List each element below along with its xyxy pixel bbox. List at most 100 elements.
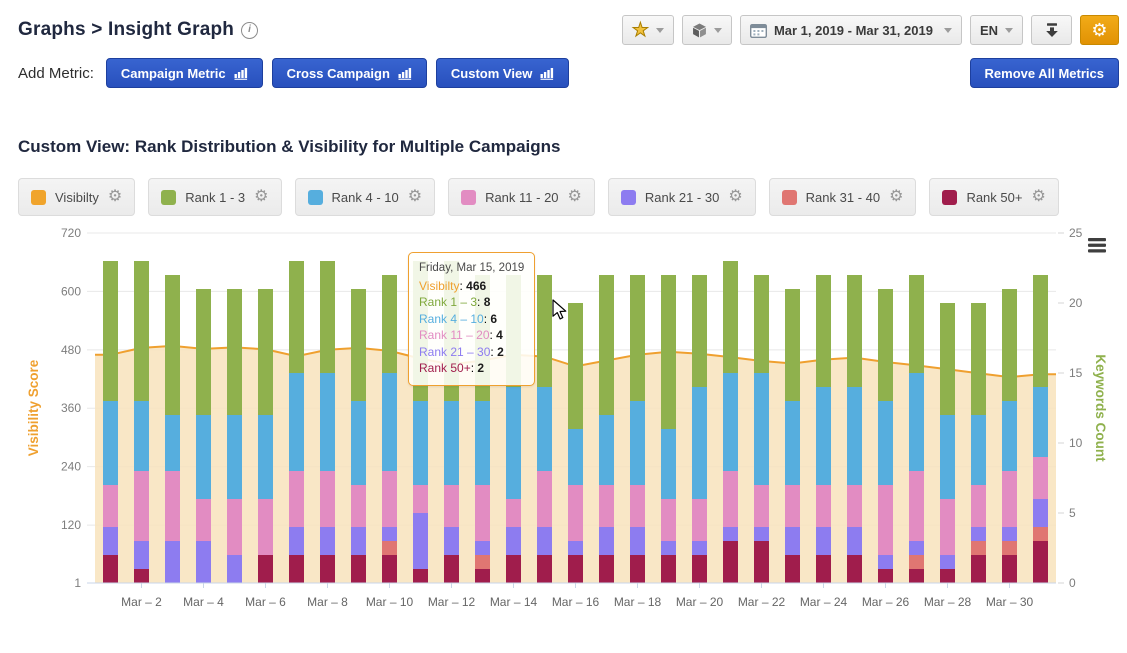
bar-segment[interactable] [568,485,583,541]
bar-segment[interactable] [971,415,986,485]
bar-segment[interactable] [413,513,428,569]
bar-segment[interactable] [320,527,335,555]
bar-segment[interactable] [165,471,180,541]
bar-segment[interactable] [537,527,552,555]
bar-segment[interactable] [878,485,893,555]
bar-segment[interactable] [1033,499,1048,527]
bar-segment[interactable] [475,485,490,541]
bar-segment[interactable] [351,401,366,485]
bar-segment[interactable] [1033,457,1048,499]
bar-segment[interactable] [816,485,831,527]
bar-segment[interactable] [475,401,490,485]
bar-segment[interactable] [382,373,397,471]
bar-segment[interactable] [103,555,118,583]
bar-segment[interactable] [878,401,893,485]
gear-icon[interactable]: ⚙ [889,188,904,205]
bar-segment[interactable] [258,499,273,555]
bar-segment[interactable] [196,415,211,499]
bar-segment[interactable] [599,485,614,527]
bar-segment[interactable] [103,261,118,401]
bar-segment[interactable] [537,275,552,387]
bar-segment[interactable] [692,541,707,555]
bar-segment[interactable] [165,415,180,471]
language-selector[interactable]: EN [969,15,1023,45]
bar-segment[interactable] [1002,527,1017,541]
bar-segment[interactable] [165,275,180,415]
bar-segment[interactable] [227,289,242,415]
bar-segment[interactable] [1033,527,1048,541]
legend-chip-rank-11-20[interactable]: Rank 11 - 20 ⚙ [448,178,595,216]
bar-segment[interactable] [444,555,459,583]
bar-segment[interactable] [878,555,893,569]
bar-segment[interactable] [692,499,707,541]
gear-icon[interactable]: ⚙ [407,188,423,205]
bar-segment[interactable] [785,527,800,555]
bar-segment[interactable] [134,401,149,471]
bar-segment[interactable] [475,569,490,583]
bar-segment[interactable] [909,373,924,471]
bar-segment[interactable] [103,485,118,527]
bar-segment[interactable] [599,415,614,485]
bar-segment[interactable] [847,387,862,485]
bar-segment[interactable] [1002,401,1017,471]
gear-icon[interactable]: ⚙ [1031,188,1046,205]
bar-segment[interactable] [506,555,521,583]
bar-segment[interactable] [878,569,893,583]
bar-segment[interactable] [134,541,149,569]
bar-segment[interactable] [289,373,304,471]
legend-chip-rank-1-3[interactable]: Rank 1 - 3 ⚙ [148,178,282,216]
info-icon[interactable]: i [241,21,259,39]
bar-segment[interactable] [134,261,149,401]
bar-segment[interactable] [599,527,614,555]
bar-segment[interactable] [289,527,304,555]
bar-segment[interactable] [227,499,242,555]
bar-segment[interactable] [909,541,924,555]
bar-segment[interactable] [661,555,676,583]
bar-segment[interactable] [754,373,769,485]
bar-segment[interactable] [413,401,428,485]
bar-segment[interactable] [940,555,955,569]
bar-segment[interactable] [971,485,986,527]
legend-chip-rank-21-30[interactable]: Rank 21 - 30 ⚙ [607,178,756,216]
bar-segment[interactable] [847,555,862,583]
bar-segment[interactable] [475,555,490,569]
bar-segment[interactable] [661,499,676,541]
bar-segment[interactable] [909,569,924,583]
bar-segment[interactable] [506,387,521,499]
bar-segment[interactable] [785,401,800,485]
bar-segment[interactable] [971,527,986,541]
bar-segment[interactable] [1033,541,1048,583]
favorites-button[interactable]: ★ [621,15,674,45]
bar-segment[interactable] [103,527,118,555]
remove-all-metrics-button[interactable]: Remove All Metrics [969,58,1119,88]
bar-segment[interactable] [1033,387,1048,457]
bar-segment[interactable] [506,527,521,555]
bar-segment[interactable] [816,275,831,387]
bar-segment[interactable] [258,415,273,499]
settings-button[interactable]: ⚙ [1080,15,1119,45]
bar-segment[interactable] [382,541,397,555]
bar-segment[interactable] [630,555,645,583]
bar-segment[interactable] [940,569,955,583]
bar-segment[interactable] [630,275,645,401]
bar-segment[interactable] [971,541,986,555]
bar-segment[interactable] [630,527,645,555]
bar-segment[interactable] [382,555,397,583]
bar-segment[interactable] [599,555,614,583]
bar-segment[interactable] [1002,555,1017,583]
bar-segment[interactable] [630,401,645,485]
bar-segment[interactable] [847,527,862,555]
bar-segment[interactable] [816,555,831,583]
bar-segment[interactable] [196,289,211,415]
bar-segment[interactable] [909,555,924,569]
bar-segment[interactable] [289,471,304,527]
bar-segment[interactable] [723,541,738,583]
legend-chip-rank-4-10[interactable]: Rank 4 - 10 ⚙ [294,178,436,216]
bar-segment[interactable] [1033,275,1048,387]
bar-segment[interactable] [723,373,738,471]
bar-segment[interactable] [909,275,924,373]
add-metric-custom-view-button[interactable]: Custom View [435,58,570,88]
bar-segment[interactable] [320,373,335,471]
bar-segment[interactable] [444,485,459,527]
bar-segment[interactable] [568,541,583,555]
